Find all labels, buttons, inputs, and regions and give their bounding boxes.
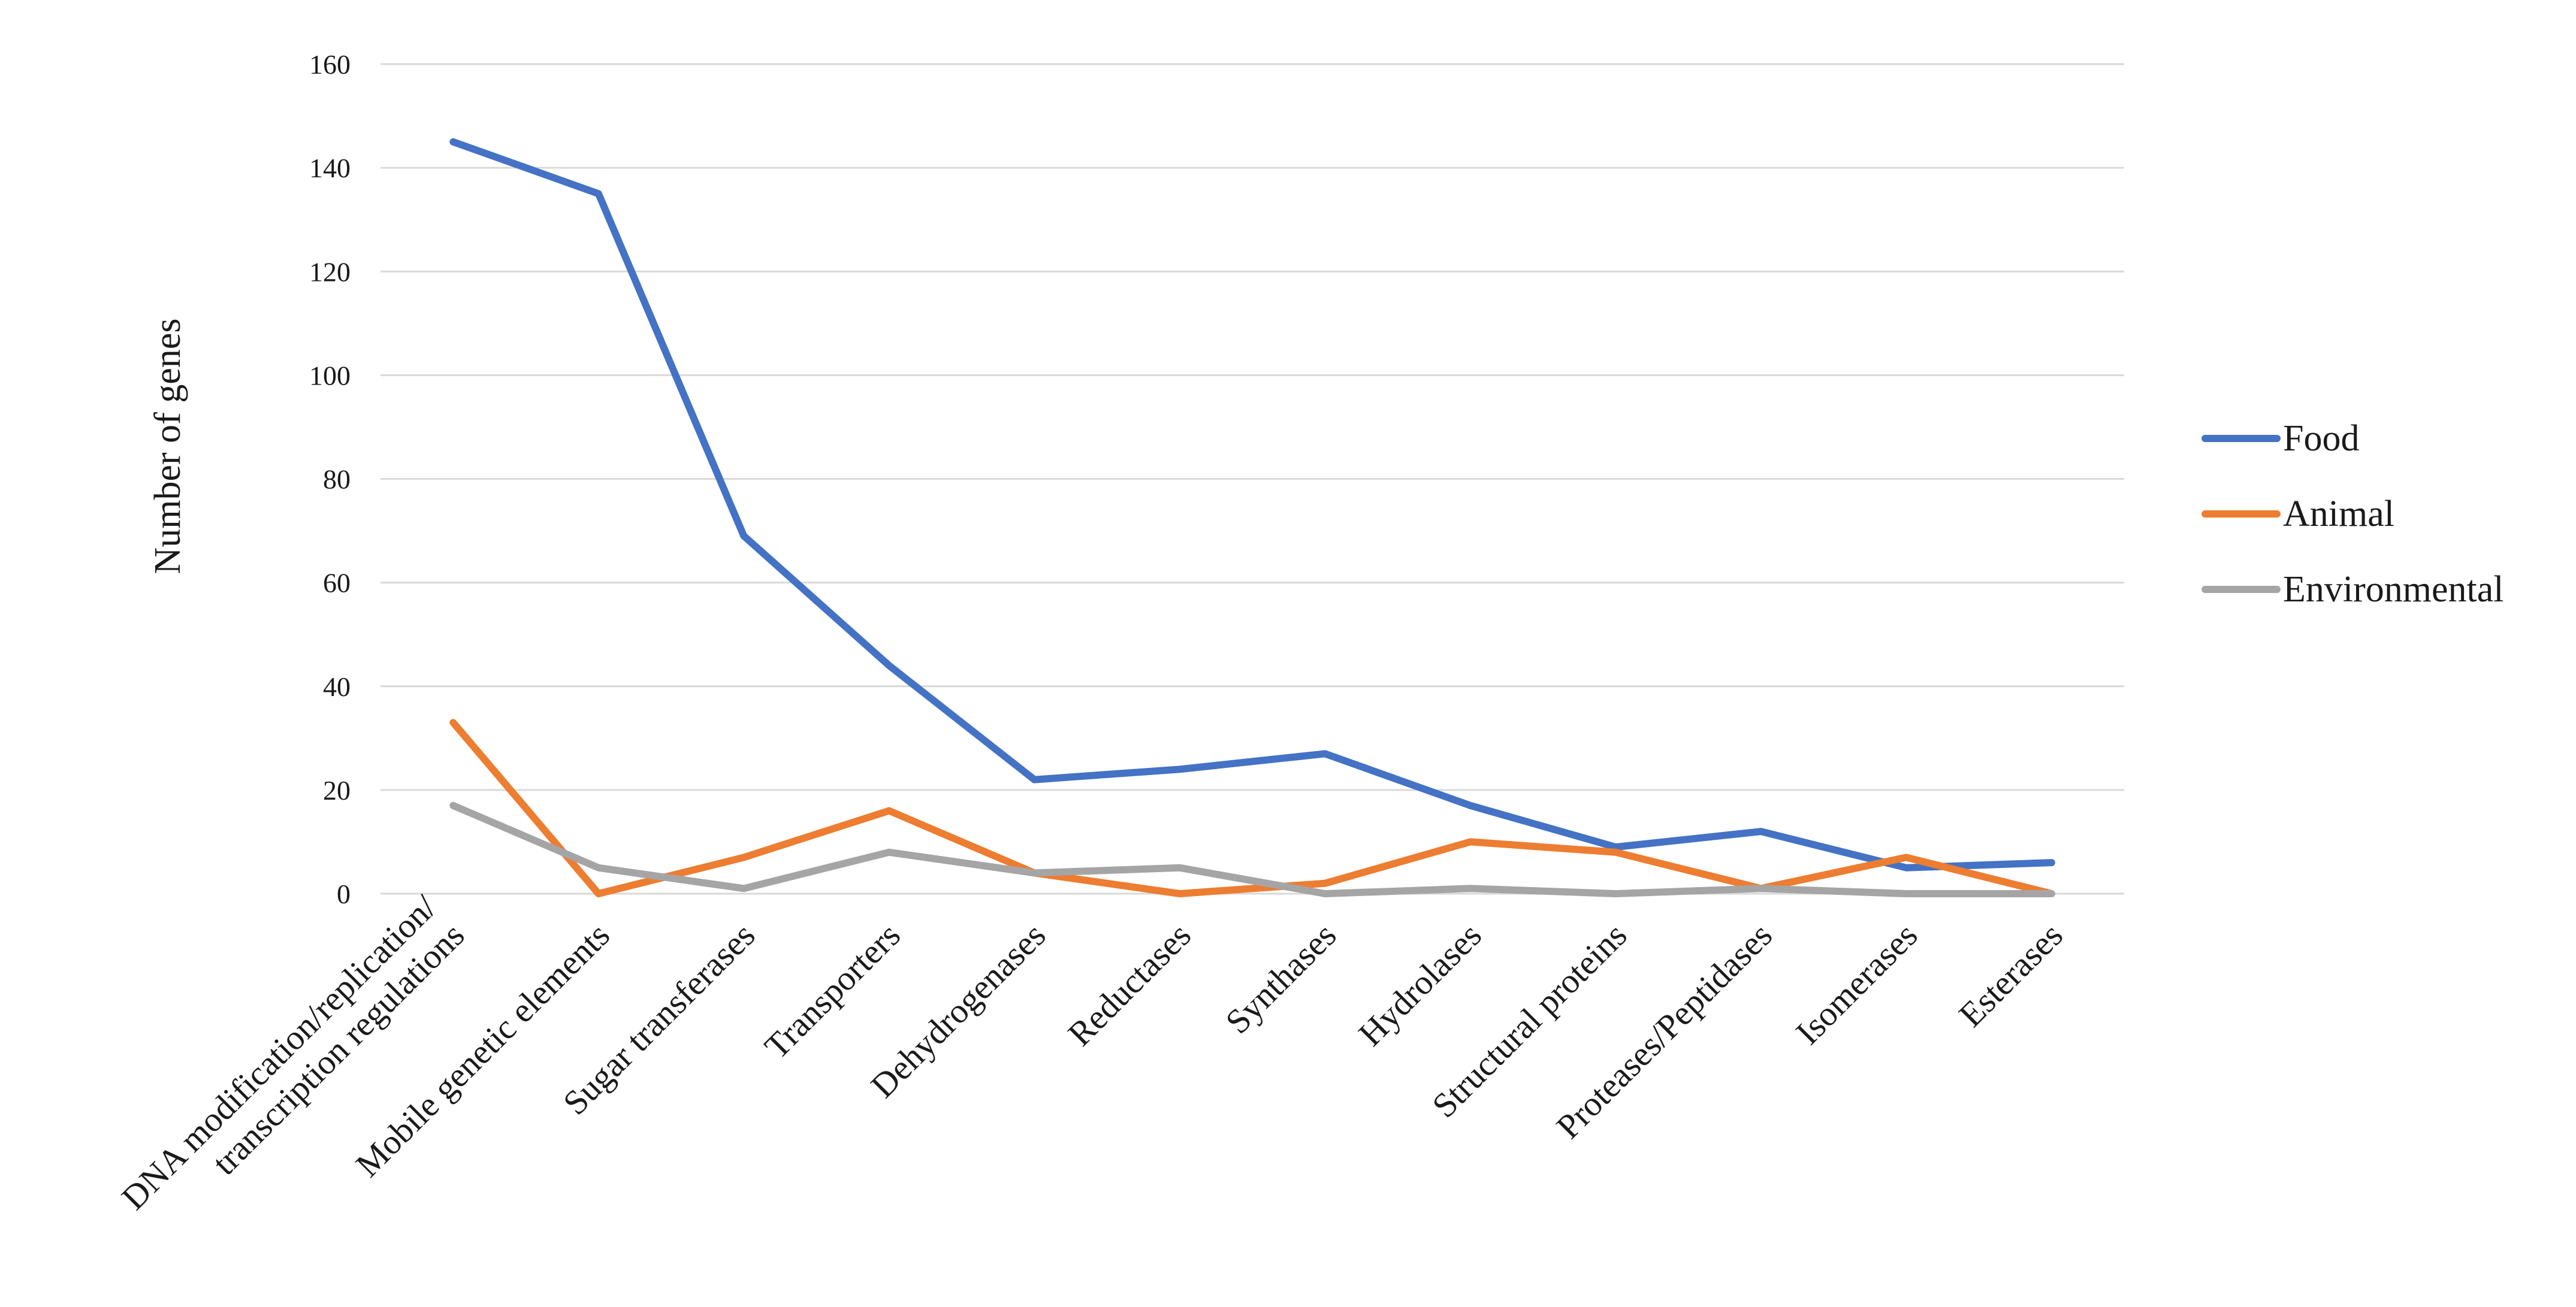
x-tick-label: Isomerases — [1788, 915, 1925, 1052]
legend: Food Animal Environmental — [2201, 418, 2503, 610]
x-tick-label: Esterases — [1951, 915, 2070, 1034]
x-tick-label: Transporters — [757, 915, 908, 1066]
y-tick-label: 140 — [309, 153, 351, 183]
y-tick-label: 100 — [309, 360, 351, 391]
gridlines — [380, 63, 2124, 895]
y-axis-title: Number of genes — [147, 319, 188, 574]
x-tick-label: Synthases — [1218, 915, 1343, 1041]
legend-label-environmental: Environmental — [2283, 569, 2503, 610]
y-tick-label: 120 — [309, 256, 351, 287]
x-tick-label: Reductases — [1060, 915, 1198, 1053]
x-tick-label: Hydrolases — [1351, 915, 1488, 1053]
y-tick-label: 0 — [337, 879, 351, 909]
legend-label-food: Food — [2283, 418, 2359, 459]
y-tick-label: 80 — [323, 464, 351, 495]
y-tick-label: 160 — [309, 49, 351, 80]
x-axis-ticks: DNA modification/replication/transcripti… — [114, 887, 2070, 1245]
series-line-animal — [449, 719, 2055, 897]
series-line-food — [449, 138, 2055, 872]
y-axis-ticks: 0 20 40 60 80 100 120 140 160 — [309, 49, 351, 909]
y-tick-label: 60 — [323, 568, 351, 598]
series-line-environmental — [449, 801, 2055, 897]
x-tick-label: DNA modification/replication/transcripti… — [114, 887, 472, 1245]
y-tick-label: 20 — [323, 775, 351, 806]
legend-label-animal: Animal — [2283, 494, 2394, 534]
y-tick-label: 40 — [323, 671, 351, 702]
series-lines — [449, 138, 2055, 897]
